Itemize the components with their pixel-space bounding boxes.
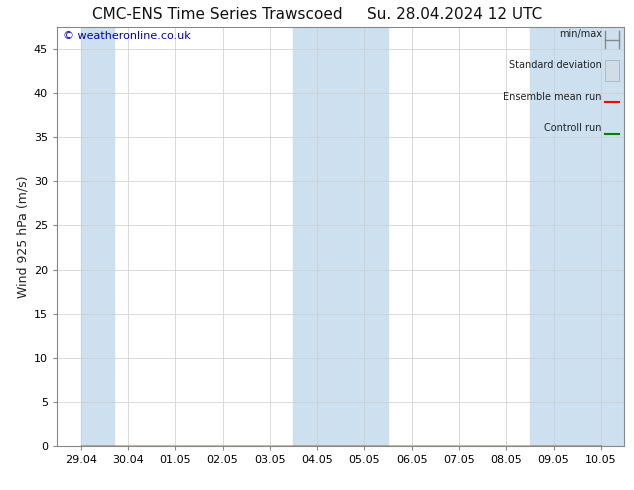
Text: Ensemble mean run: Ensemble mean run	[503, 92, 602, 102]
Bar	[530, 27, 624, 446]
Bar	[294, 27, 388, 446]
Bar	[605, 60, 619, 81]
Bar	[81, 27, 114, 446]
Text: min/max: min/max	[559, 29, 602, 39]
Y-axis label: Wind 925 hPa (m/s): Wind 925 hPa (m/s)	[16, 175, 30, 298]
Text: Standard deviation: Standard deviation	[509, 60, 602, 71]
Text: Controll run: Controll run	[545, 123, 602, 133]
Text: CMC-ENS Time Series Trawscoed     Su. 28.04.2024 12 UTC: CMC-ENS Time Series Trawscoed Su. 28.04.…	[92, 7, 542, 23]
Text: © weatheronline.co.uk: © weatheronline.co.uk	[63, 31, 190, 41]
